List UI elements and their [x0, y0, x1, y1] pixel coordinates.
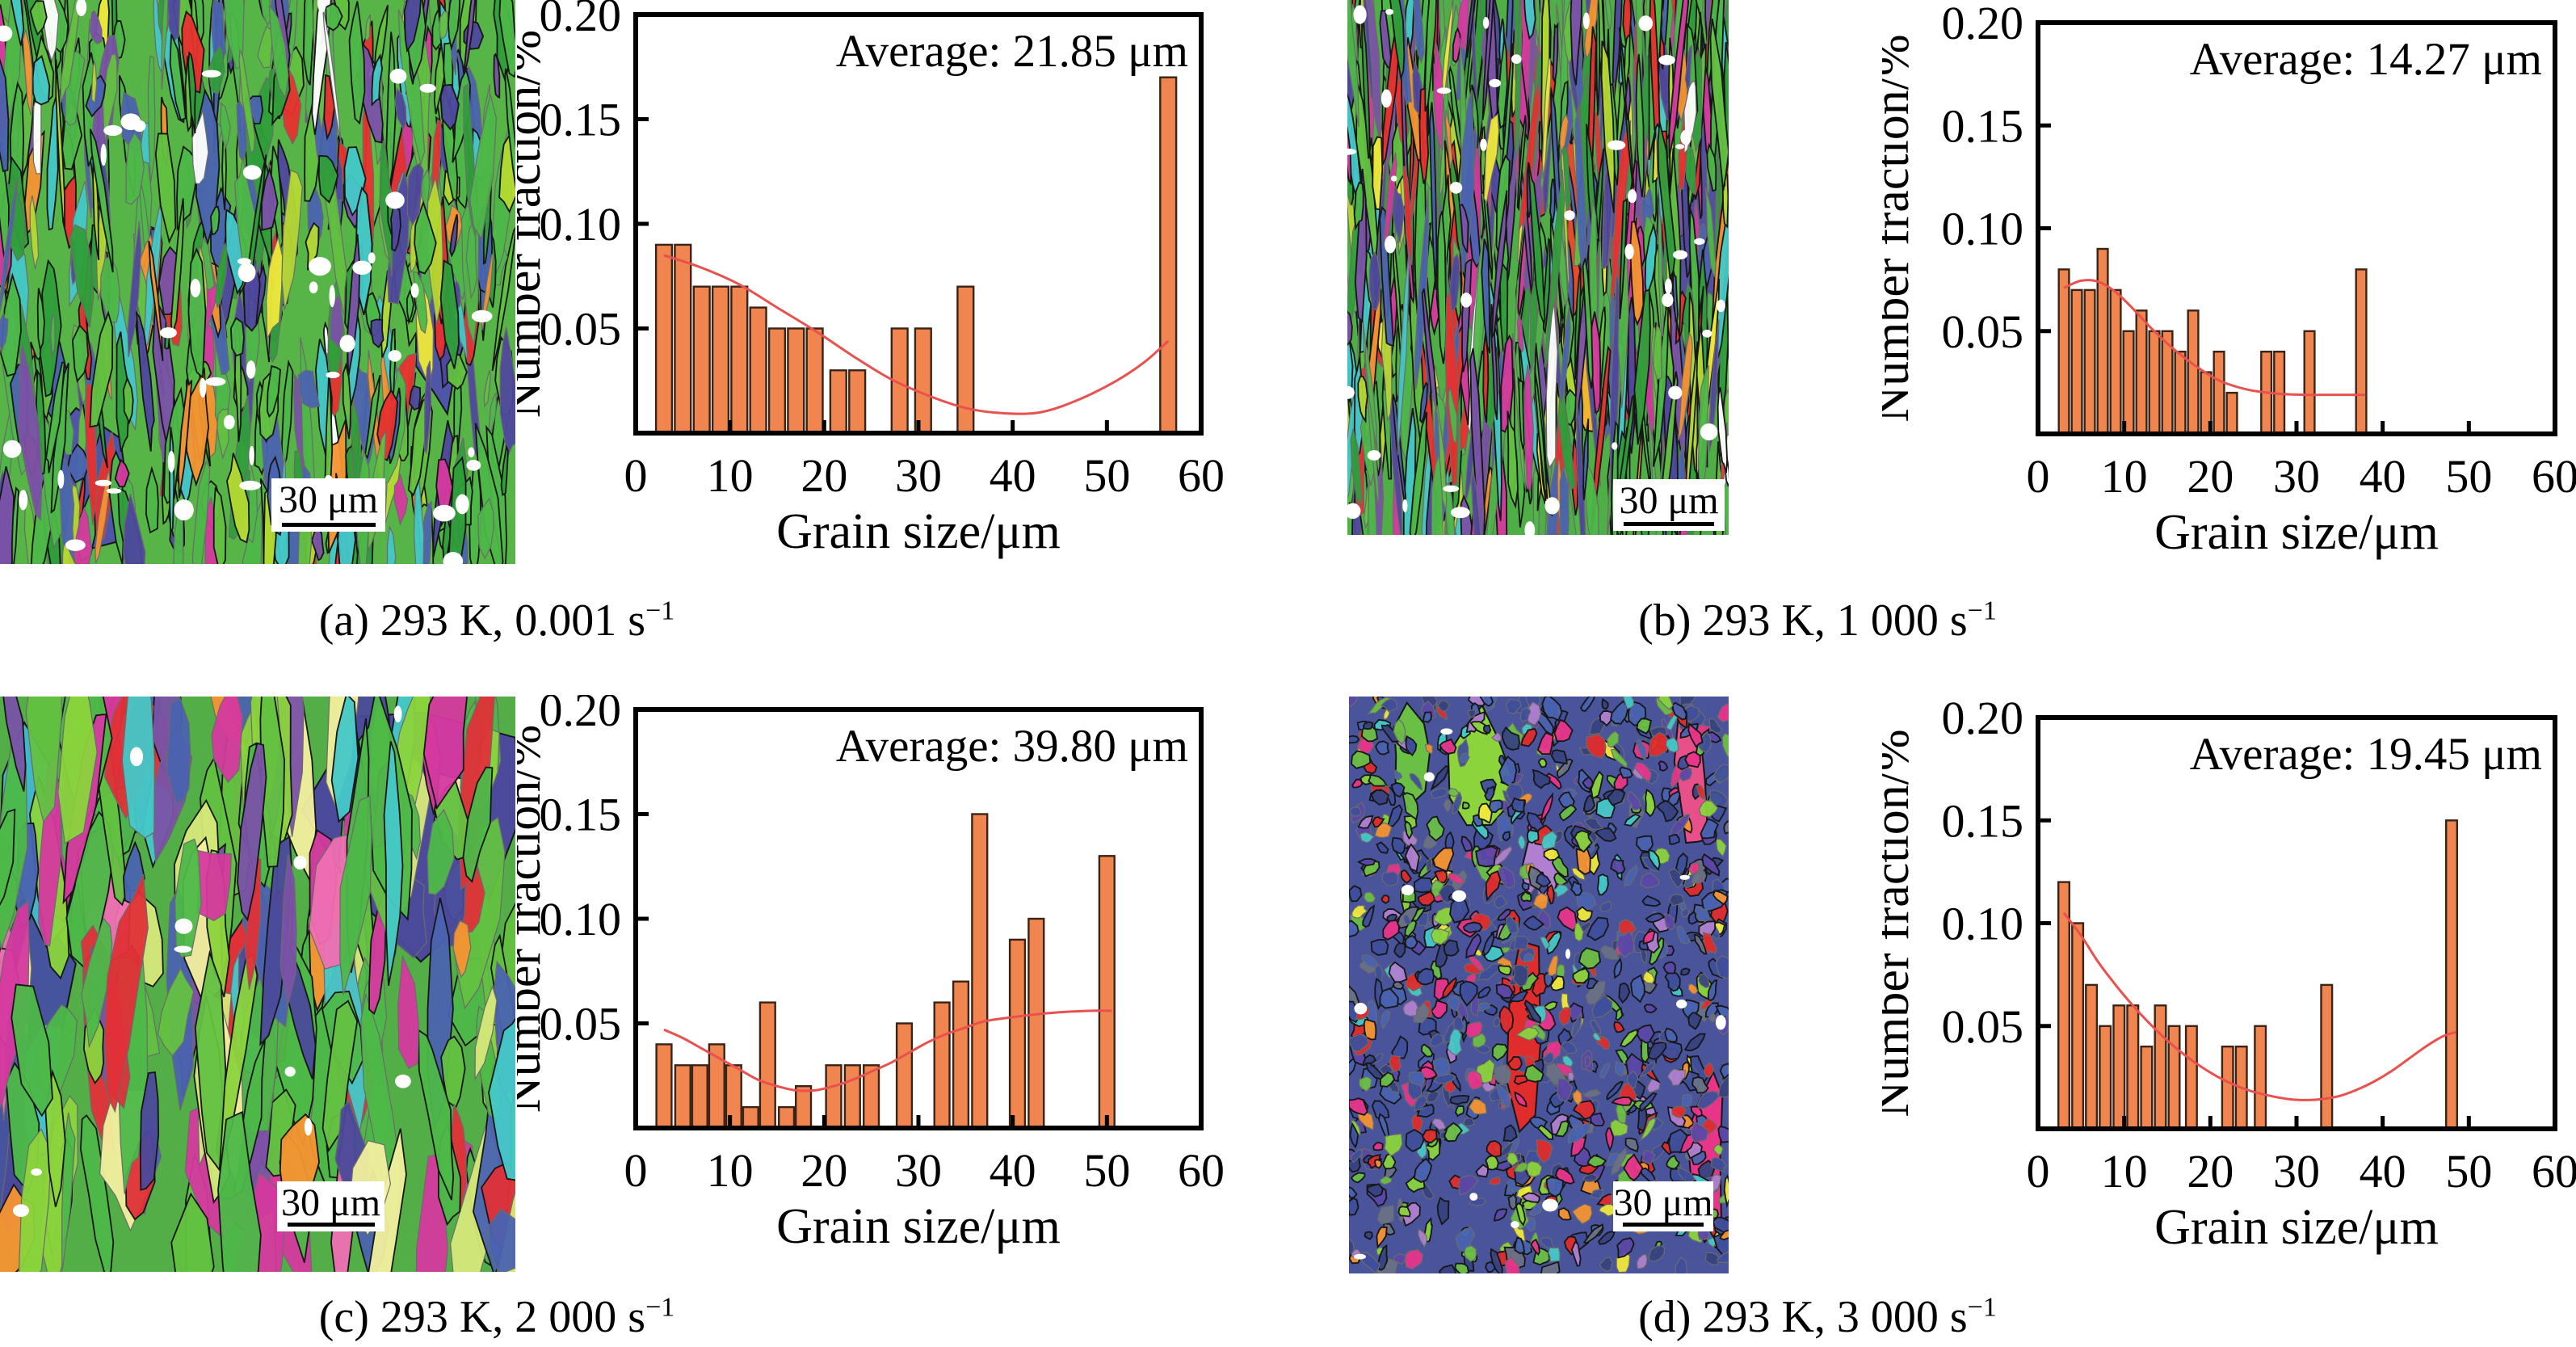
svg-text:Average: 19.45 μm: Average: 19.45 μm: [2190, 729, 2542, 780]
svg-text:Grain size/μm: Grain size/μm: [776, 504, 1061, 559]
svg-text:0.20: 0.20: [540, 0, 622, 41]
svg-text:50: 50: [1083, 449, 1130, 502]
scale-bar-line: [281, 523, 376, 527]
svg-text:Average: 14.27 μm: Average: 14.27 μm: [2190, 34, 2542, 85]
svg-text:Number fraction/%: Number fraction/%: [517, 30, 551, 418]
scale-bar-label: 30 μm: [1613, 1181, 1713, 1224]
svg-text:10: 10: [707, 1144, 754, 1197]
scale-bar-label: 30 μm: [1619, 479, 1719, 522]
svg-text:0.05: 0.05: [1942, 305, 2024, 358]
svg-text:0.20: 0.20: [540, 695, 622, 736]
svg-text:40: 40: [2360, 1145, 2406, 1198]
caption-superscript: −1: [1967, 1292, 1997, 1323]
svg-text:0.15: 0.15: [540, 789, 622, 841]
ebsd-micrograph-d: 30 μm: [1349, 697, 1729, 1273]
scale-bar-line: [287, 1223, 375, 1227]
ebsd-image-a: [0, 0, 515, 564]
svg-text:60: 60: [1178, 1144, 1225, 1197]
caption-superscript: −1: [1967, 596, 1997, 626]
scale-bar-label: 30 μm: [278, 478, 379, 521]
svg-text:Average: 21.85 μm: Average: 21.85 μm: [836, 26, 1188, 77]
grain-size-histogram-d: 0 10 20 30 40 50 60 0.05 0.10 0.15 0.20 Grain size/…: [1882, 695, 2576, 1255]
svg-text:30: 30: [895, 1144, 942, 1197]
svg-text:20: 20: [2187, 1145, 2234, 1198]
svg-text:0.05: 0.05: [1942, 1000, 2024, 1053]
svg-text:10: 10: [2101, 1145, 2148, 1198]
scale-bar: 30 μm: [277, 1181, 385, 1231]
svg-text:0: 0: [624, 1144, 648, 1197]
caption-text: (a) 293 K, 0.001 s: [318, 596, 646, 646]
caption-superscript: −1: [645, 596, 675, 626]
svg-text:40: 40: [990, 1144, 1036, 1197]
svg-text:30: 30: [2273, 450, 2320, 503]
ebsd-image-b: [1347, 0, 1729, 535]
panel-caption-c: (c) 293 K, 2 000 s−1: [319, 1291, 675, 1343]
grain-size-histogram-c: 0 10 20 30 40 50 60 0.05 0.10 0.15 0.20 Grain size/…: [517, 695, 1225, 1254]
svg-text:0.10: 0.10: [1942, 203, 2024, 255]
caption-text: (d) 293 K, 3 000 s: [1638, 1292, 1968, 1342]
svg-text:50: 50: [1083, 1144, 1130, 1197]
svg-text:10: 10: [707, 449, 754, 502]
svg-text:20: 20: [801, 449, 847, 502]
ebsd-image-d: [1349, 697, 1729, 1273]
svg-text:0: 0: [2027, 450, 2050, 503]
svg-text:0.20: 0.20: [1942, 0, 2024, 49]
scale-bar: 30 μm: [271, 478, 385, 532]
panel-caption-b: (b) 293 K, 1 000 s−1: [1638, 595, 1997, 646]
svg-text:0.10: 0.10: [540, 198, 622, 250]
caption-text: (c) 293 K, 2 000 s: [318, 1292, 646, 1342]
scale-bar: 30 μm: [1613, 1181, 1713, 1231]
caption-superscript: −1: [645, 1292, 675, 1323]
svg-text:Grain size/μm: Grain size/μm: [2154, 1200, 2439, 1255]
svg-text:40: 40: [2360, 450, 2406, 503]
svg-text:Number fraction/%: Number fraction/%: [1882, 729, 1919, 1117]
svg-text:0.05: 0.05: [540, 303, 622, 356]
scale-bar-line: [1624, 522, 1714, 526]
svg-text:Grain size/μm: Grain size/μm: [776, 1199, 1061, 1254]
ebsd-image-c: [0, 697, 515, 1272]
ebsd-micrograph-a: 30 μm: [0, 0, 515, 564]
grain-size-chart-b: 0 10 20 30 40 50 60 0.05 0.10 0.15 0.20 Grain size/…: [1882, 0, 2576, 582]
svg-text:0.10: 0.10: [1942, 898, 2024, 950]
scale-bar: 30 μm: [1613, 479, 1725, 531]
svg-text:30: 30: [895, 449, 942, 502]
svg-text:0.20: 0.20: [1942, 695, 2024, 744]
svg-text:0: 0: [624, 449, 648, 502]
svg-text:60: 60: [2532, 450, 2576, 503]
svg-text:Average: 39.80 μm: Average: 39.80 μm: [836, 721, 1188, 772]
ebsd-micrograph-c: 30 μm: [0, 697, 515, 1272]
svg-text:10: 10: [2101, 450, 2148, 503]
svg-text:0.10: 0.10: [540, 893, 622, 945]
svg-text:60: 60: [2532, 1145, 2576, 1198]
grain-size-histogram-b: 0 10 20 30 40 50 60 0.05 0.10 0.15 0.20 Grain size/…: [1882, 0, 2576, 560]
svg-text:0.05: 0.05: [540, 998, 622, 1050]
grain-size-chart-c: 0 10 20 30 40 50 60 0.05 0.10 0.15 0.20 Grain size/…: [517, 695, 1244, 1277]
scale-bar-label: 30 μm: [280, 1181, 381, 1224]
svg-text:50: 50: [2445, 450, 2492, 503]
panel-caption-d: (d) 293 K, 3 000 s−1: [1638, 1291, 1997, 1343]
svg-text:20: 20: [801, 1144, 847, 1197]
svg-text:0.15: 0.15: [1942, 794, 2024, 847]
svg-text:Number fraction/%: Number fraction/%: [517, 725, 551, 1113]
caption-text: (b) 293 K, 1 000 s: [1638, 596, 1968, 646]
svg-text:0: 0: [2027, 1145, 2050, 1198]
svg-text:20: 20: [2187, 450, 2234, 503]
svg-text:Grain size/μm: Grain size/μm: [2154, 505, 2439, 560]
svg-text:50: 50: [2445, 1145, 2492, 1198]
panel-caption-a: (a) 293 K, 0.001 s−1: [319, 595, 675, 646]
svg-text:0.15: 0.15: [1942, 99, 2024, 152]
svg-text:30: 30: [2273, 1145, 2320, 1198]
ebsd-micrograph-b: 30 μm: [1347, 0, 1729, 535]
grain-size-chart-a: 0 10 20 30 40 50 60 0.05 0.10 0.15 0.20 Grain size/…: [517, 0, 1244, 582]
svg-text:0.15: 0.15: [540, 94, 622, 146]
grain-size-histogram-a: 0 10 20 30 40 50 60 0.05 0.10 0.15 0.20 Grain size/…: [517, 0, 1225, 559]
scale-bar-line: [1623, 1223, 1704, 1227]
svg-text:Number fraction/%: Number fraction/%: [1882, 34, 1919, 422]
svg-text:60: 60: [1178, 449, 1225, 502]
svg-text:40: 40: [990, 449, 1036, 502]
grain-size-chart-d: 0 10 20 30 40 50 60 0.05 0.10 0.15 0.20 Grain size/…: [1882, 695, 2576, 1277]
